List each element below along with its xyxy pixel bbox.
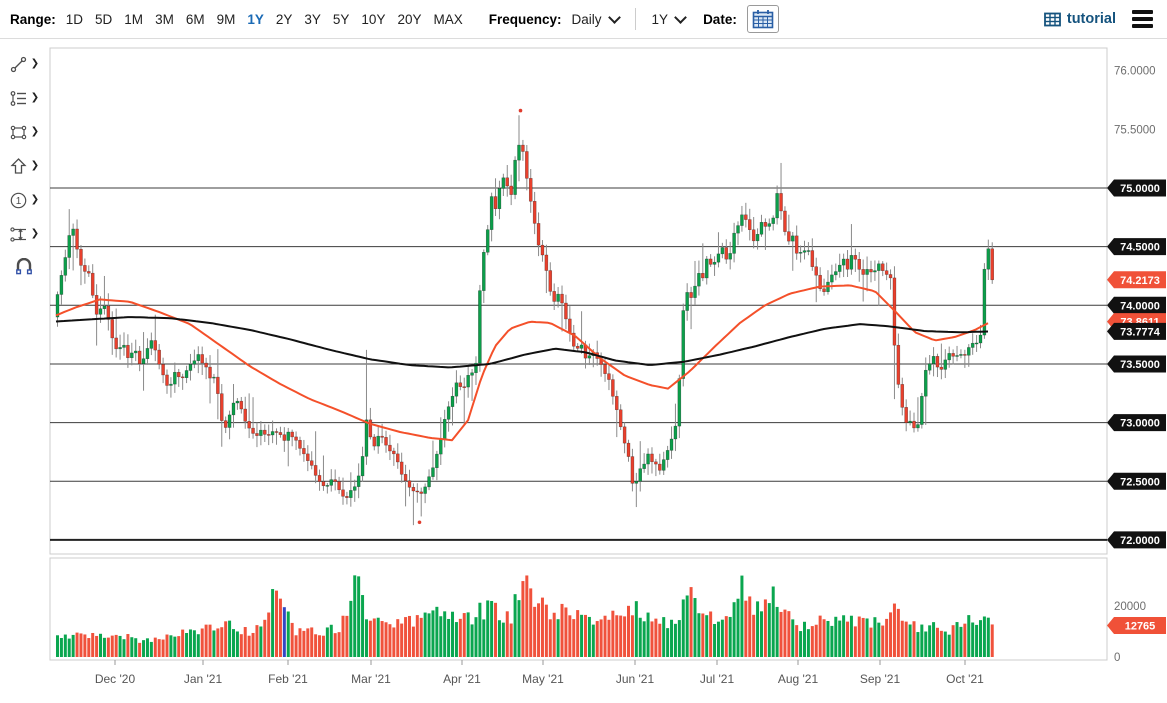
price-axis-label: 75.5000 xyxy=(1114,124,1156,136)
frequency-value: Daily xyxy=(571,11,602,27)
chevron-right-icon: ❯ xyxy=(30,92,40,103)
range-option-9M[interactable]: 9M xyxy=(216,11,236,27)
range-option-3Y[interactable]: 3Y xyxy=(304,11,321,27)
trendline-icon xyxy=(10,56,26,72)
price-tag-72.5000: 72.5000 xyxy=(1107,472,1166,490)
range-option-1D[interactable]: 1D xyxy=(65,11,84,27)
tool-magnet-button[interactable] xyxy=(14,257,34,279)
svg-text:Jul '21: Jul '21 xyxy=(700,672,735,686)
svg-text:Oct '21: Oct '21 xyxy=(946,672,984,686)
chevron-right-icon: ❯ xyxy=(30,228,40,239)
range-option-6M[interactable]: 6M xyxy=(185,11,205,27)
period-value: 1Y xyxy=(651,11,669,27)
svg-text:Aug '21: Aug '21 xyxy=(778,672,819,686)
volume-series xyxy=(56,575,994,657)
chevron-right-icon: ❯ xyxy=(30,58,40,69)
price-tag-75.0000: 75.0000 xyxy=(1107,179,1166,197)
sma-fast-line xyxy=(55,284,989,442)
measure-levels-icon xyxy=(10,226,26,242)
top-toolbar: Range: 1D 5D 1M 3M 6M 9M 1Y 2Y 3Y 5Y 10Y 20Y MAX Fre… xyxy=(0,0,1167,39)
chevron-right-icon: ❯ xyxy=(30,126,40,137)
magnet-icon xyxy=(16,258,32,275)
chevron-right-icon: ❯ xyxy=(30,160,40,171)
svg-text:Jan '21: Jan '21 xyxy=(184,672,223,686)
range-option-MAX[interactable]: MAX xyxy=(433,11,463,27)
tool-fibonacci-button[interactable]: ❯ xyxy=(9,87,39,109)
svg-text:75.0000: 75.0000 xyxy=(1120,183,1160,195)
svg-text:73.7774: 73.7774 xyxy=(1120,326,1161,338)
price-tag-73.0000: 73.0000 xyxy=(1107,414,1166,432)
date-picker-button[interactable] xyxy=(746,5,779,33)
svg-text:Jun '21: Jun '21 xyxy=(616,672,655,686)
extreme-marker xyxy=(417,520,422,525)
rectangle-shape-icon xyxy=(10,125,27,139)
chevron-down-icon xyxy=(607,11,621,24)
calendar-icon xyxy=(752,10,774,29)
tool-measure-button[interactable]: ❯ xyxy=(9,223,39,245)
price-tag-74.0000: 74.0000 xyxy=(1107,296,1166,314)
volume-axis-label: 20000 xyxy=(1114,601,1146,613)
arrow-up-icon xyxy=(10,157,27,174)
tool-annotation-button[interactable]: 1 ❯ xyxy=(9,189,39,211)
range-option-1Y[interactable]: 1Y xyxy=(247,11,264,27)
volume-tag: 12765 xyxy=(1107,616,1166,634)
chart-area: 76.0000 75.5000 75.0000 74.5000 74.0000 73.50… xyxy=(48,39,1167,698)
x-axis: Dec '20 Jan '21 Feb '21 Mar '21 Apr '21 May '… xyxy=(95,660,984,686)
price-panel xyxy=(49,47,1108,555)
tutorial-label: tutorial xyxy=(1066,11,1116,27)
svg-text:73.5000: 73.5000 xyxy=(1120,359,1160,371)
range-option-5D[interactable]: 5D xyxy=(95,11,113,27)
date-label: Date: xyxy=(703,11,737,27)
range-option-10Y[interactable]: 10Y xyxy=(361,11,386,27)
svg-text:Mar '21: Mar '21 xyxy=(351,672,391,686)
volume-axis-label: 0 xyxy=(1114,652,1120,664)
svg-text:Apr '21: Apr '21 xyxy=(443,672,481,686)
range-option-20Y[interactable]: 20Y xyxy=(397,11,422,27)
price-tag-74.2173: 74.2173 xyxy=(1107,271,1166,289)
chart-canvas[interactable]: 76.0000 75.5000 75.0000 74.5000 74.0000 73.50… xyxy=(48,39,1167,698)
svg-text:73.0000: 73.0000 xyxy=(1120,418,1160,430)
range-option-3M[interactable]: 3M xyxy=(155,11,174,27)
svg-text:72.0000: 72.0000 xyxy=(1120,535,1160,547)
price-axis-label: 76.0000 xyxy=(1114,66,1156,78)
svg-text:12765: 12765 xyxy=(1125,620,1156,632)
frequency-label: Frequency: xyxy=(488,11,562,27)
tutorial-board-icon xyxy=(1043,12,1061,26)
range-label: Range: xyxy=(10,11,56,27)
range-option-2Y[interactable]: 2Y xyxy=(275,11,293,27)
svg-text:74.5000: 74.5000 xyxy=(1120,242,1160,254)
chevron-right-icon: ❯ xyxy=(30,194,40,205)
price-tag-72.0000: 72.0000 xyxy=(1107,531,1166,549)
svg-text:74.2173: 74.2173 xyxy=(1120,275,1160,287)
fibonacci-icon xyxy=(10,90,26,106)
svg-text:Sep '21: Sep '21 xyxy=(860,672,901,686)
svg-text:Feb '21: Feb '21 xyxy=(268,672,308,686)
extreme-marker xyxy=(518,108,523,113)
range-option-1M[interactable]: 1M xyxy=(124,11,144,27)
frequency-dropdown[interactable]: Daily xyxy=(571,11,621,27)
tool-arrow-button[interactable]: ❯ xyxy=(9,155,39,177)
number-annotation-icon: 1 xyxy=(10,192,27,208)
tutorial-link[interactable]: tutorial xyxy=(1043,11,1116,27)
svg-text:May '21: May '21 xyxy=(522,672,564,686)
menu-icon[interactable] xyxy=(1132,10,1153,28)
price-tag-74.5000: 74.5000 xyxy=(1107,238,1166,256)
range-option-5Y[interactable]: 5Y xyxy=(332,11,350,27)
period-dropdown[interactable]: 1Y xyxy=(651,11,687,27)
candlestick-series xyxy=(55,144,994,498)
tool-trendline-button[interactable]: ❯ xyxy=(9,53,39,75)
svg-text:Dec '20: Dec '20 xyxy=(95,672,136,686)
drawing-tools-sidebar: ❯ ❯ ❯ ❯ xyxy=(0,39,48,698)
toolbar-divider xyxy=(634,8,636,30)
svg-text:74.0000: 74.0000 xyxy=(1120,300,1160,312)
sma-slow-line xyxy=(55,316,989,369)
svg-text:72.5000: 72.5000 xyxy=(1120,476,1160,488)
price-tag-73.5000: 73.5000 xyxy=(1107,355,1166,373)
tool-shapes-button[interactable]: ❯ xyxy=(9,121,39,143)
price-tag-73.7774: 73.7774 xyxy=(1107,322,1166,340)
svg-text:1: 1 xyxy=(16,196,22,207)
range-options: 1D 5D 1M 3M 6M 9M 1Y 2Y 3Y 5Y 10Y 20Y MAX xyxy=(66,12,463,27)
chevron-down-icon xyxy=(674,11,687,24)
